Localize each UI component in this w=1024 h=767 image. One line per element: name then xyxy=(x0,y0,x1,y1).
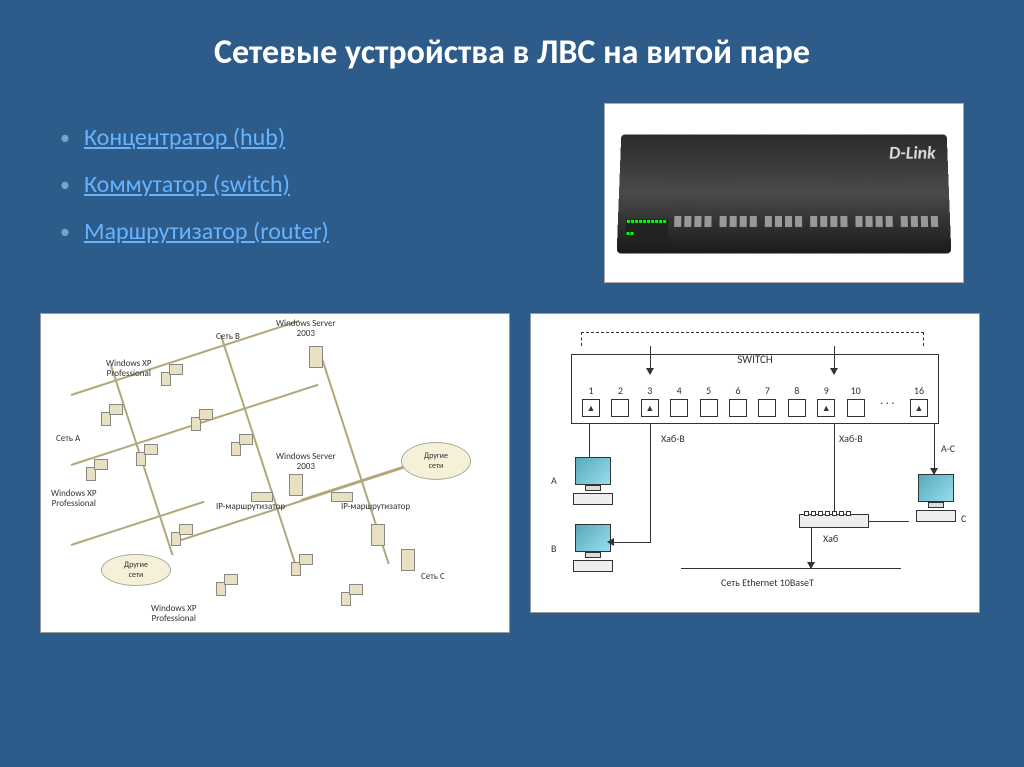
bullet-list: • Концентратор (hub) • Коммутатор (switc… xyxy=(60,103,604,264)
server-icon xyxy=(289,474,303,496)
bullet-marker: • xyxy=(60,173,70,197)
port-ellipsis: . . . xyxy=(880,394,895,408)
switch-device: D-Link xyxy=(617,134,952,253)
network-topology-diagram: Сеть B Сеть A Сеть C Windows Server 2003… xyxy=(40,313,510,633)
label-winsrv2: Windows Server 2003 xyxy=(276,452,336,472)
label-iprouter1: IP-маршрутизатор xyxy=(216,502,285,512)
dashed-border xyxy=(581,332,924,346)
pc-icon xyxy=(86,459,108,481)
switch-photo: D-Link xyxy=(604,103,964,283)
pc-icon xyxy=(191,409,213,431)
server-icon xyxy=(309,346,323,368)
label-winxp1: Windows XP Professional xyxy=(106,359,151,379)
router-icon xyxy=(331,492,353,502)
server-icon xyxy=(401,549,415,571)
slide-title: Сетевые устройства в ЛВС на витой паре xyxy=(0,0,1024,93)
bottom-row: Сеть B Сеть A Сеть C Windows Server 2003… xyxy=(0,283,1024,633)
conn-line xyxy=(834,424,835,514)
pc-icon xyxy=(136,444,158,466)
sw-port-16: 16▲ xyxy=(910,384,928,417)
conn-line xyxy=(650,524,651,543)
pc-icon xyxy=(101,404,123,426)
pc-icon xyxy=(161,364,183,386)
label-winxp2: Windows XP Professional xyxy=(51,489,96,509)
arrow-icon xyxy=(646,368,654,375)
label-pc-c: C xyxy=(961,512,966,525)
bullet-marker: • xyxy=(60,126,70,150)
pc-c xyxy=(906,474,966,534)
pc-icon xyxy=(341,584,363,606)
router-icon xyxy=(251,492,273,502)
cloud-label: Другие сети xyxy=(124,560,148,580)
label-ac: A-C xyxy=(941,442,955,455)
arrow-icon xyxy=(607,538,614,546)
switch-brand-label: D-Link xyxy=(889,142,936,163)
label-pc-b: B xyxy=(551,542,556,555)
pc-icon xyxy=(171,524,193,546)
label-winsrv1: Windows Server 2003 xyxy=(276,319,336,339)
pc-b xyxy=(563,524,623,584)
arrow-icon xyxy=(830,368,838,375)
pc-icon xyxy=(291,554,313,576)
label-net-c: Сеть C xyxy=(421,572,445,582)
cloud-icon: Другие сети xyxy=(101,554,171,586)
link-hub[interactable]: Концентратор (hub) xyxy=(84,123,285,152)
link-router[interactable]: Маршрутизатор (router) xyxy=(84,217,329,246)
switch-box: SWITCH 1▲ 2 3▲ 4 5 6 7 8 9▲ 10 . . . 16▲ xyxy=(571,354,939,424)
sw-port-7: 7 xyxy=(758,384,776,417)
sw-port-2: 2 xyxy=(611,384,629,417)
sw-port-5: 5 xyxy=(700,384,718,417)
conn-line xyxy=(589,424,590,459)
pc-icon xyxy=(231,434,253,456)
switch-ports xyxy=(673,215,941,245)
label-winxp3: Windows XP Professional xyxy=(151,604,196,624)
sw-port-4: 4 xyxy=(670,384,688,417)
label-net-b: Сеть B xyxy=(216,332,240,342)
top-row: • Концентратор (hub) • Коммутатор (switc… xyxy=(0,93,1024,283)
arrow-icon xyxy=(807,562,815,569)
conn-line xyxy=(934,424,935,474)
label-iprouter2: IP-маршрутизатор xyxy=(341,502,410,512)
switch-schematic-diagram: SWITCH 1▲ 2 3▲ 4 5 6 7 8 9▲ 10 . . . 16▲ xyxy=(530,313,980,613)
conn-line xyxy=(650,424,651,524)
sw-port-9: 9▲ xyxy=(817,384,835,417)
sw-port-6: 6 xyxy=(729,384,747,417)
label-net-a: Сеть A xyxy=(56,434,80,444)
switch-leds xyxy=(625,219,668,243)
sw-port-10: 10 xyxy=(847,384,865,417)
label-hub: Хаб xyxy=(823,532,838,545)
cloud-label: Другие сети xyxy=(424,451,448,471)
conn-line xyxy=(681,568,901,569)
bullet-marker: • xyxy=(60,220,70,244)
server-icon xyxy=(371,524,385,546)
label-hub-b1: Хаб-В xyxy=(661,432,685,445)
bullet-item-switch: • Коммутатор (switch) xyxy=(60,170,604,199)
cloud-icon: Другие сети xyxy=(401,442,471,480)
hub-device xyxy=(799,514,869,528)
switch-label: SWITCH xyxy=(737,353,772,366)
label-pc-a: A xyxy=(551,474,557,487)
sw-port-3: 3▲ xyxy=(641,384,659,417)
pc-a xyxy=(563,457,623,517)
conn-line xyxy=(611,542,651,543)
bullet-item-hub: • Концентратор (hub) xyxy=(60,123,604,152)
label-ethernet: Сеть Ethernet 10BaseT xyxy=(721,576,814,589)
link-switch[interactable]: Коммутатор (switch) xyxy=(84,170,290,199)
pc-icon xyxy=(216,574,238,596)
conn-line xyxy=(869,521,909,522)
label-hub-b2: Хаб-В xyxy=(839,432,863,445)
bullet-item-router: • Маршрутизатор (router) xyxy=(60,217,604,246)
switch-port-row: 1▲ 2 3▲ 4 5 6 7 8 9▲ 10 . . . 16▲ xyxy=(582,384,928,417)
sw-port-8: 8 xyxy=(788,384,806,417)
sw-port-1: 1▲ xyxy=(582,384,600,417)
